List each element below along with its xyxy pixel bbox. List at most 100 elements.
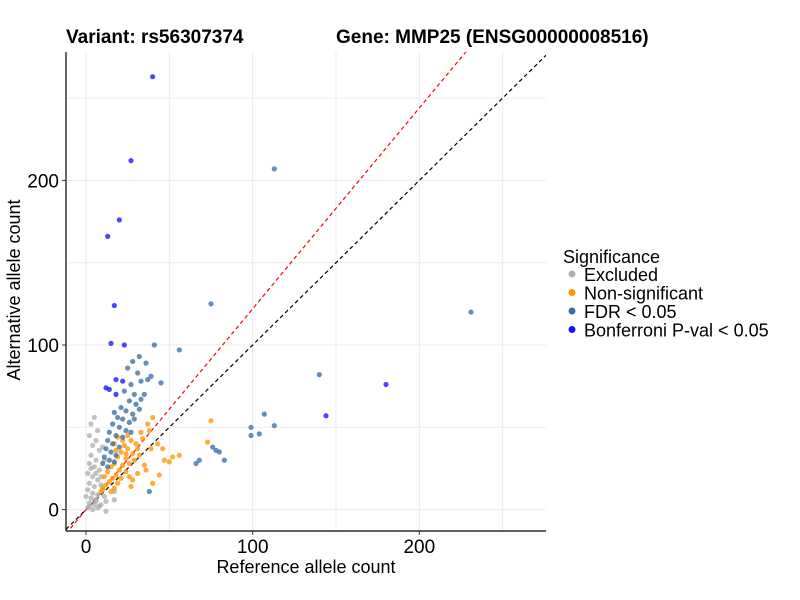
data-point xyxy=(115,480,121,486)
data-point xyxy=(95,477,101,483)
data-point xyxy=(141,462,147,468)
data-point xyxy=(105,469,111,475)
data-point xyxy=(113,447,119,453)
data-point xyxy=(248,432,254,439)
data-point xyxy=(123,469,129,475)
legend-entry-label: FDR < 0.05 xyxy=(584,302,677,322)
y-tick-label: 200 xyxy=(27,171,59,192)
data-point xyxy=(138,378,144,384)
data-point xyxy=(155,441,161,447)
data-point xyxy=(106,479,112,485)
data-point xyxy=(86,503,92,509)
data-point xyxy=(128,437,134,444)
axes: 0 100 200 0 100 200 xyxy=(27,52,546,558)
data-point xyxy=(271,423,277,429)
data-point xyxy=(95,505,101,511)
x-tick-label: 200 xyxy=(403,537,435,558)
plot-area: 0 100 200 0 100 200 xyxy=(27,52,546,558)
data-point xyxy=(205,439,211,445)
legend-swatch-icon xyxy=(568,270,576,278)
data-point xyxy=(88,452,94,458)
data-point xyxy=(208,418,214,424)
legend-swatch-icon xyxy=(568,326,576,333)
x-tick-label: 0 xyxy=(81,537,92,558)
data-point xyxy=(85,487,91,493)
data-point xyxy=(131,391,137,397)
data-point xyxy=(140,436,146,442)
data-point xyxy=(113,376,119,383)
data-point xyxy=(110,475,116,481)
data-point xyxy=(120,416,126,422)
data-point xyxy=(193,460,199,467)
data-point xyxy=(116,424,122,430)
data-point xyxy=(125,432,131,439)
data-point xyxy=(158,380,164,386)
data-point xyxy=(83,493,89,500)
legend-title: Significance xyxy=(563,247,660,267)
legend-entry-label: Excluded xyxy=(584,265,658,285)
data-point xyxy=(103,498,109,504)
data-point xyxy=(88,465,94,472)
data-point xyxy=(150,414,156,421)
data-point xyxy=(100,460,106,467)
data-point xyxy=(130,451,136,457)
data-point xyxy=(213,447,219,453)
data-point xyxy=(111,459,117,465)
data-point xyxy=(110,421,116,427)
data-point xyxy=(148,373,154,379)
y-tick-label: 0 xyxy=(48,501,59,522)
data-point xyxy=(143,360,149,366)
data-point xyxy=(146,488,152,495)
data-point xyxy=(160,446,166,452)
data-point xyxy=(116,467,122,473)
data-point xyxy=(143,467,149,473)
data-point xyxy=(123,427,129,434)
data-point xyxy=(133,441,139,447)
data-point xyxy=(145,421,151,427)
data-point xyxy=(108,340,114,346)
data-point xyxy=(136,353,142,360)
data-point xyxy=(93,437,99,444)
data-point xyxy=(105,437,111,444)
data-point xyxy=(108,449,114,455)
data-point xyxy=(128,483,134,490)
data-point xyxy=(88,495,94,501)
data-point xyxy=(118,449,124,455)
data-point xyxy=(156,472,162,478)
data-point xyxy=(210,444,216,450)
data-point xyxy=(110,441,116,447)
data-point xyxy=(383,381,389,388)
data-point xyxy=(90,474,96,480)
data-point xyxy=(121,388,127,394)
legend: Significance ExcludedNon-significantFDR … xyxy=(563,247,769,341)
data-point xyxy=(128,381,134,388)
data-point xyxy=(138,429,144,435)
data-point xyxy=(111,497,117,503)
chart-title-gene: Gene: MMP25 (ENSG00000008516) xyxy=(336,27,649,48)
data-point xyxy=(86,432,92,439)
data-point xyxy=(170,454,176,460)
reference-line-identity xyxy=(66,54,546,530)
legend-entry-label: Bonferroni P-val < 0.05 xyxy=(584,321,769,341)
data-point xyxy=(103,482,109,488)
data-point xyxy=(95,492,101,498)
data-point xyxy=(90,507,96,513)
data-point xyxy=(161,457,167,463)
data-points xyxy=(83,74,474,514)
data-point xyxy=(130,411,136,417)
data-point xyxy=(196,457,202,463)
data-point xyxy=(116,444,122,450)
data-point xyxy=(128,429,134,435)
data-point xyxy=(145,376,151,383)
y-tick-label: 100 xyxy=(27,336,59,357)
data-point xyxy=(126,460,132,467)
data-point xyxy=(468,309,474,315)
data-point xyxy=(126,398,132,404)
data-point xyxy=(128,158,134,164)
data-point xyxy=(91,414,97,421)
data-point xyxy=(113,452,119,458)
data-point xyxy=(120,434,126,440)
data-point xyxy=(271,166,277,172)
data-point xyxy=(118,404,124,411)
data-point xyxy=(108,488,114,495)
